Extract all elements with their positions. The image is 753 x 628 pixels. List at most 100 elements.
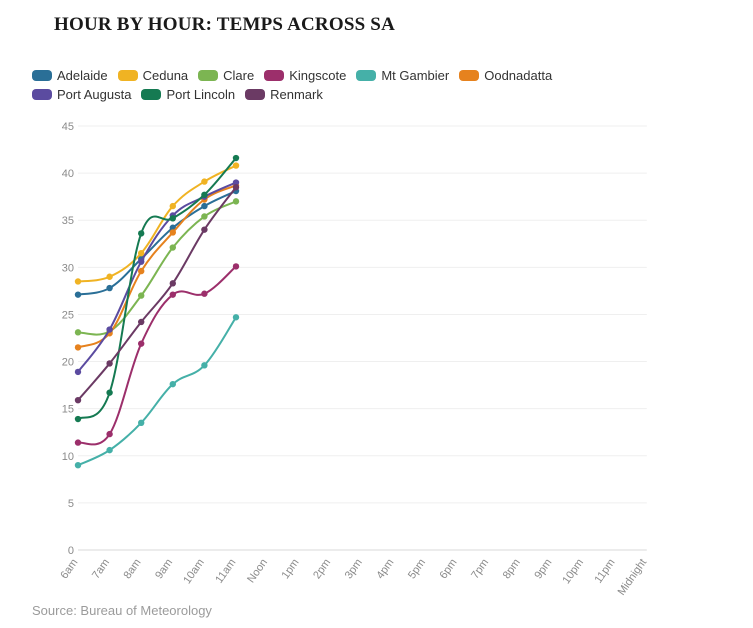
data-point-adelaide (74, 291, 82, 298)
data-point-mt-gambier (169, 380, 176, 388)
legend-row: Adelaide Ceduna Clare Kingscote Mt Gambi… (32, 66, 672, 85)
data-point-kingscote (138, 340, 145, 347)
data-point-renmark (201, 226, 208, 233)
x-tick-label: 9pm (532, 557, 554, 581)
legend-row: Port Augusta Port Lincoln Renmark (32, 85, 672, 104)
legend-swatch (141, 89, 162, 100)
data-point-kingscote (201, 290, 208, 297)
x-tick-label: 3pm (343, 557, 365, 581)
data-point-kingscote (232, 263, 240, 270)
y-tick-label: 35 (62, 215, 74, 227)
legend-item-port-lincoln[interactable]: Port Lincoln (141, 87, 235, 102)
legend-swatch (264, 70, 285, 81)
x-tick-label: 8pm (501, 557, 523, 581)
legend-item-renmark[interactable]: Renmark (245, 87, 323, 102)
legend-label: Oodnadatta (484, 68, 553, 83)
data-point-renmark (74, 396, 82, 404)
data-point-port-lincoln (169, 215, 176, 222)
legend-label: Renmark (270, 87, 323, 102)
data-point-mt-gambier (201, 362, 208, 369)
x-tick-label: 9am (153, 557, 175, 581)
data-point-mt-gambier (74, 462, 82, 469)
data-point-port-lincoln (201, 191, 208, 198)
data-point-ceduna (138, 250, 145, 257)
data-point-port-lincoln (138, 230, 145, 237)
y-tick-label: 15 (62, 404, 74, 416)
legend-label: Port Augusta (57, 87, 132, 102)
series-line-ceduna (77, 164, 237, 283)
x-tick-label: 4pm (374, 557, 396, 581)
data-point-port-lincoln (74, 415, 82, 423)
data-point-oodnadatta (74, 344, 82, 351)
x-tick-label: 5pm (406, 557, 428, 581)
data-point-port-augusta (74, 368, 82, 376)
data-point-renmark (169, 280, 176, 287)
data-point-renmark (138, 318, 145, 326)
x-tick-label: 7am (90, 557, 112, 581)
series-line-oodnadatta (77, 184, 237, 349)
data-point-adelaide (106, 284, 113, 292)
x-tick-label: 10am (181, 557, 207, 586)
data-point-kingscote (169, 291, 176, 298)
legend-item-adelaide[interactable]: Adelaide (32, 68, 108, 83)
y-tick-label: 10 (62, 451, 74, 463)
data-point-ceduna (232, 162, 240, 169)
y-tick-label: 20 (62, 357, 74, 369)
legend-item-mt-gambier[interactable]: Mt Gambier (356, 68, 449, 83)
data-point-oodnadatta (138, 267, 145, 275)
legend-item-kingscote[interactable]: Kingscote (264, 68, 346, 83)
data-point-port-lincoln (232, 154, 240, 162)
y-tick-label: 0 (68, 545, 74, 557)
legend-label: Adelaide (57, 68, 108, 83)
data-point-clare (201, 213, 208, 220)
x-tick-label: 6pm (438, 557, 460, 581)
legend-swatch (32, 70, 52, 81)
data-point-clare (232, 198, 240, 205)
series-line-adelaide (77, 190, 237, 296)
data-point-clare (74, 329, 82, 336)
y-tick-label: 30 (62, 262, 74, 274)
data-point-kingscote (74, 439, 82, 446)
data-point-port-augusta (106, 326, 113, 333)
x-tick-label: Noon (245, 557, 270, 585)
x-tick-label: 2pm (311, 557, 333, 581)
legend-item-oodnadatta[interactable]: Oodnadatta (459, 68, 552, 83)
data-point-adelaide (201, 202, 208, 210)
x-tick-label: 6am (58, 557, 80, 581)
legend-swatch (245, 89, 266, 100)
data-point-oodnadatta (169, 229, 176, 236)
legend-label: Kingscote (289, 68, 347, 83)
legend-label: Port Lincoln (166, 87, 236, 102)
y-tick-label: 5 (68, 498, 74, 510)
data-point-clare (138, 292, 145, 299)
data-point-port-augusta (232, 179, 240, 186)
x-tick-label: 8am (122, 557, 144, 581)
series-line-renmark (77, 186, 237, 401)
legend-label: Ceduna (142, 68, 189, 83)
data-point-mt-gambier (138, 419, 145, 426)
x-tick-label: 10pm (560, 557, 586, 586)
legend-swatch (198, 70, 219, 81)
legend-swatch (117, 70, 138, 81)
data-point-port-lincoln (106, 389, 113, 396)
data-point-kingscote (106, 430, 113, 438)
legend-item-ceduna[interactable]: Ceduna (117, 68, 189, 83)
data-point-ceduna (201, 178, 208, 185)
x-tick-label: 11pm (593, 557, 618, 586)
chart-legend: Adelaide Ceduna Clare Kingscote Mt Gambi… (32, 66, 672, 104)
chart-title: HOUR BY HOUR: TEMPS ACROSS SA (54, 14, 395, 35)
legend-item-clare[interactable]: Clare (198, 68, 254, 83)
x-tick-label: 1pm (280, 557, 302, 581)
data-point-clare (169, 244, 176, 251)
x-tick-label: 7pm (469, 557, 491, 581)
legend-swatch (459, 70, 480, 81)
data-point-ceduna (169, 202, 176, 210)
data-point-ceduna (106, 273, 113, 280)
y-tick-label: 45 (62, 121, 74, 133)
legend-item-port-augusta[interactable]: Port Augusta (32, 87, 131, 102)
legend-label: Clare (223, 68, 255, 83)
y-tick-label: 40 (62, 168, 74, 180)
legend-swatch (32, 89, 52, 100)
source-note: Source: Bureau of Meteorology (32, 603, 212, 618)
data-point-ceduna (74, 278, 82, 285)
